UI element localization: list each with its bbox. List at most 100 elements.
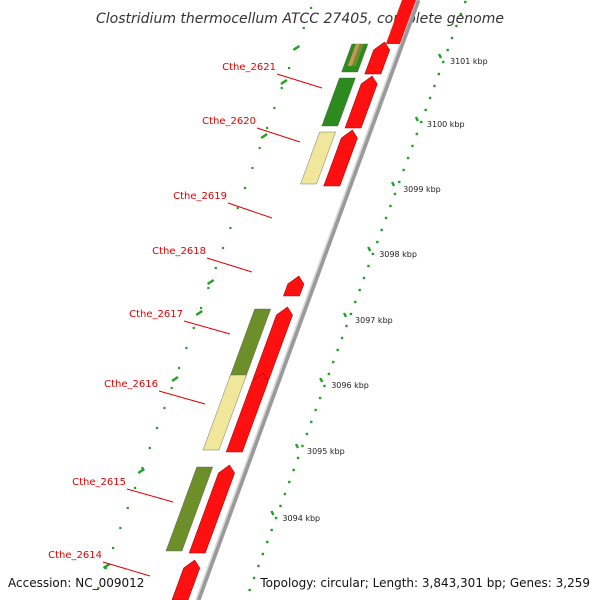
tick-dot: [288, 480, 291, 484]
tick-dot: [459, 12, 463, 16]
tick-dot: [314, 408, 317, 412]
gene-track-dot: [111, 546, 115, 550]
tick-mark: [414, 116, 419, 122]
tick-label: 3099 kbp: [403, 185, 441, 194]
tick-dot: [406, 156, 410, 160]
gene-track-dot: [177, 366, 181, 370]
gene-track-dot: [243, 186, 247, 190]
gene-track-dot: [97, 586, 100, 590]
gene-track-dot: [141, 466, 144, 470]
tick-dot: [336, 348, 339, 352]
tick-dot: [327, 372, 331, 376]
topology-text: Topology: circular; Length: 3,843,301 bp…: [259, 576, 590, 590]
tick-dot: [411, 144, 414, 148]
tick-dot: [349, 312, 353, 316]
label-leader-line: [276, 73, 323, 89]
gene-track-dot: [192, 326, 195, 330]
label-leader-line: [183, 320, 231, 335]
tick-dot: [446, 48, 449, 52]
cog-block: [321, 77, 356, 127]
tick-dot: [393, 192, 397, 196]
cds-arrow: [283, 275, 305, 297]
tick-dot: [380, 228, 383, 232]
gene-track-dot: [258, 146, 261, 150]
tick-dot: [340, 336, 344, 340]
gene-marker: [280, 79, 288, 85]
gene-label: Cthe_2621: [222, 62, 276, 73]
gene-track-dot: [309, 6, 313, 10]
gene-label: Cthe_2618: [152, 246, 206, 257]
cog-block: [165, 466, 214, 552]
tick-dot: [332, 360, 335, 364]
tick-label: 3098 kbp: [379, 250, 417, 259]
label-leader-line: [126, 488, 174, 503]
gene-track-dot: [199, 306, 203, 310]
tick-dot: [270, 528, 273, 532]
gene-track-dot: [133, 486, 137, 490]
gene-track-dot: [126, 506, 129, 510]
genome-backbone: [195, 0, 421, 600]
gene-label: Cthe_2619: [173, 191, 227, 202]
tick-dot: [310, 420, 313, 424]
label-leader-line: [227, 202, 273, 219]
tick-dot: [415, 132, 419, 136]
tick-dot: [283, 492, 287, 496]
tick-label: 3094 kbp: [282, 514, 320, 523]
gene-track-dot: [155, 426, 159, 430]
tick-mark: [367, 246, 372, 252]
tick-dot: [248, 588, 251, 592]
tick-mark: [319, 377, 324, 383]
tick-dot: [266, 540, 269, 544]
tick-dot: [292, 468, 295, 472]
gene-track-dot: [170, 386, 173, 390]
cds-arrow: [364, 41, 390, 75]
tick-dot: [252, 576, 256, 580]
cog-stripe: [355, 44, 368, 66]
cog-block: [300, 131, 336, 185]
gene-track-dot: [251, 166, 254, 170]
tick-label: 3101 kbp: [450, 57, 488, 66]
tick-dot: [428, 96, 432, 100]
gene-marker: [195, 310, 203, 316]
gene-track-dot: [236, 206, 239, 210]
gene-label: Cthe_2620: [202, 116, 256, 127]
tick-dot: [354, 300, 357, 304]
label-leader-line: [102, 561, 151, 577]
cds-arrow: [385, 0, 416, 44]
tick-dot: [257, 564, 260, 568]
gene-labels: Cthe_2621 Cthe_2620 Cthe_2619 Cthe_2618 Cthe…: [48, 62, 323, 577]
tick-dot: [345, 324, 348, 328]
cds-arrow: [252, 306, 293, 381]
gene-track-dot: [214, 266, 217, 270]
label-leader-line: [256, 127, 301, 143]
gene-label: Cthe_2617: [129, 309, 183, 320]
cds-arrow: [225, 372, 269, 453]
tick-label: 3100 kbp: [427, 120, 465, 129]
tick-dot: [455, 24, 458, 28]
gene-track-dot: [302, 26, 305, 30]
gene-track-dot: [221, 246, 225, 250]
tick-dot: [261, 552, 265, 556]
gene-marker: [171, 376, 179, 382]
label-leader-line: [206, 257, 253, 273]
tick-label: 3095 kbp: [307, 447, 345, 456]
tick-dot: [376, 240, 379, 244]
gene-track-dot: [163, 406, 166, 410]
tick-dot: [464, 0, 467, 4]
gene-label: Cthe_2614: [48, 550, 102, 561]
gene-marker: [102, 563, 111, 569]
gene-track-dot: [148, 446, 151, 450]
tick-dot: [433, 84, 436, 88]
cds-arrow: [188, 464, 235, 554]
gene-track-dot: [280, 86, 283, 90]
tick-mark: [270, 510, 275, 516]
gene-track-dot: [207, 286, 210, 290]
cog-stripe: [347, 44, 360, 66]
gene-marker: [292, 45, 301, 51]
gene-marker: [137, 468, 145, 474]
gene-track: [102, 0, 416, 600]
tick-dot: [442, 60, 445, 64]
tick-dot: [274, 516, 278, 520]
gene-track-dot: [273, 106, 276, 110]
